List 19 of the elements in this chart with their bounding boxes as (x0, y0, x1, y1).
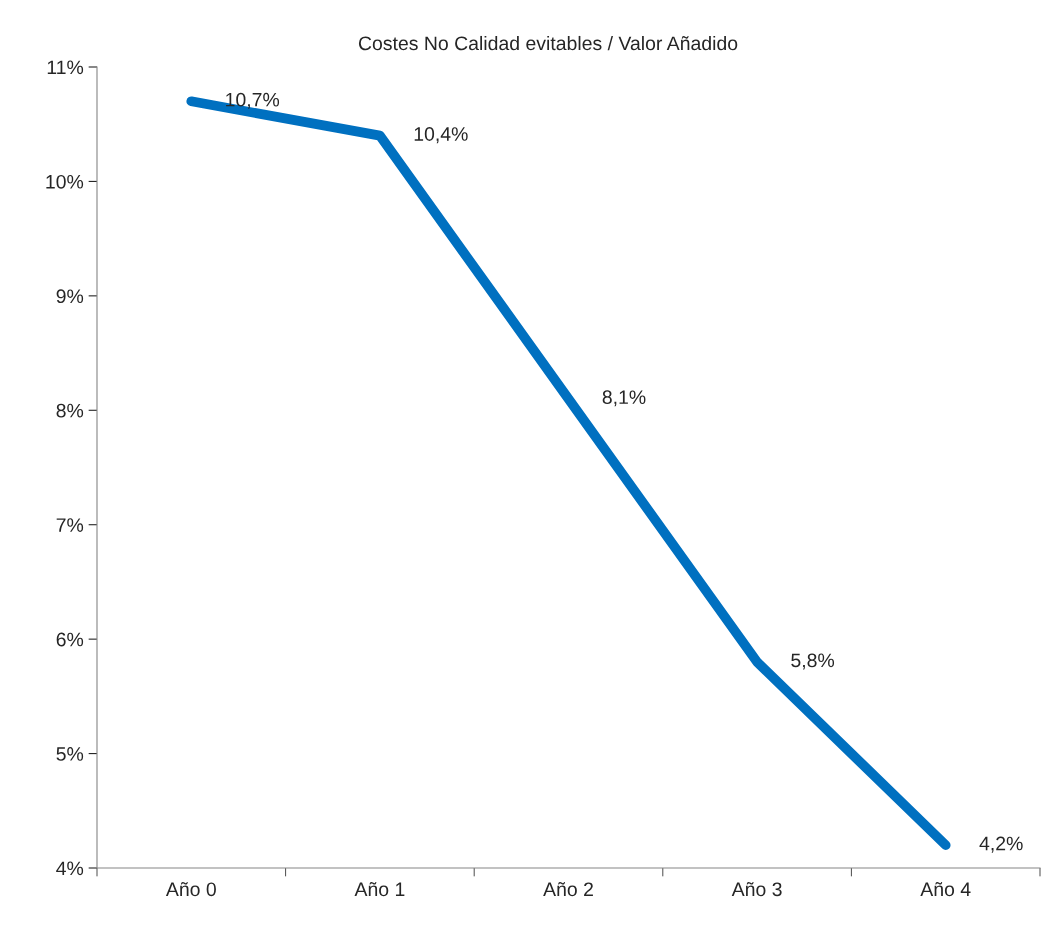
x-tick-label: Año 3 (731, 882, 782, 897)
y-tick-label: 4% (56, 861, 84, 876)
data-label: 4,2% (979, 836, 1023, 853)
x-tick-label: Año 1 (354, 882, 405, 897)
data-label: 10,4% (414, 127, 468, 144)
y-tick-label: 9% (56, 289, 84, 304)
data-label: 8,1% (602, 390, 646, 407)
y-tick-label: 11% (47, 60, 84, 75)
y-tick-label: 8% (56, 403, 84, 418)
y-tick-label: 6% (56, 632, 84, 647)
data-label: 10,7% (226, 92, 280, 109)
y-tick-label: 5% (56, 747, 84, 761)
chart-title: Costes No Calidad evitables / Valor Añadido (358, 35, 738, 51)
y-tick-label: 10% (46, 174, 84, 189)
data-label: 5,8% (791, 653, 835, 670)
x-tick-label: Año 0 (165, 882, 216, 897)
y-tick-label: 7% (56, 518, 84, 532)
x-tick-label: Año 4 (920, 882, 971, 897)
x-tick-label: Año 2 (543, 882, 593, 897)
